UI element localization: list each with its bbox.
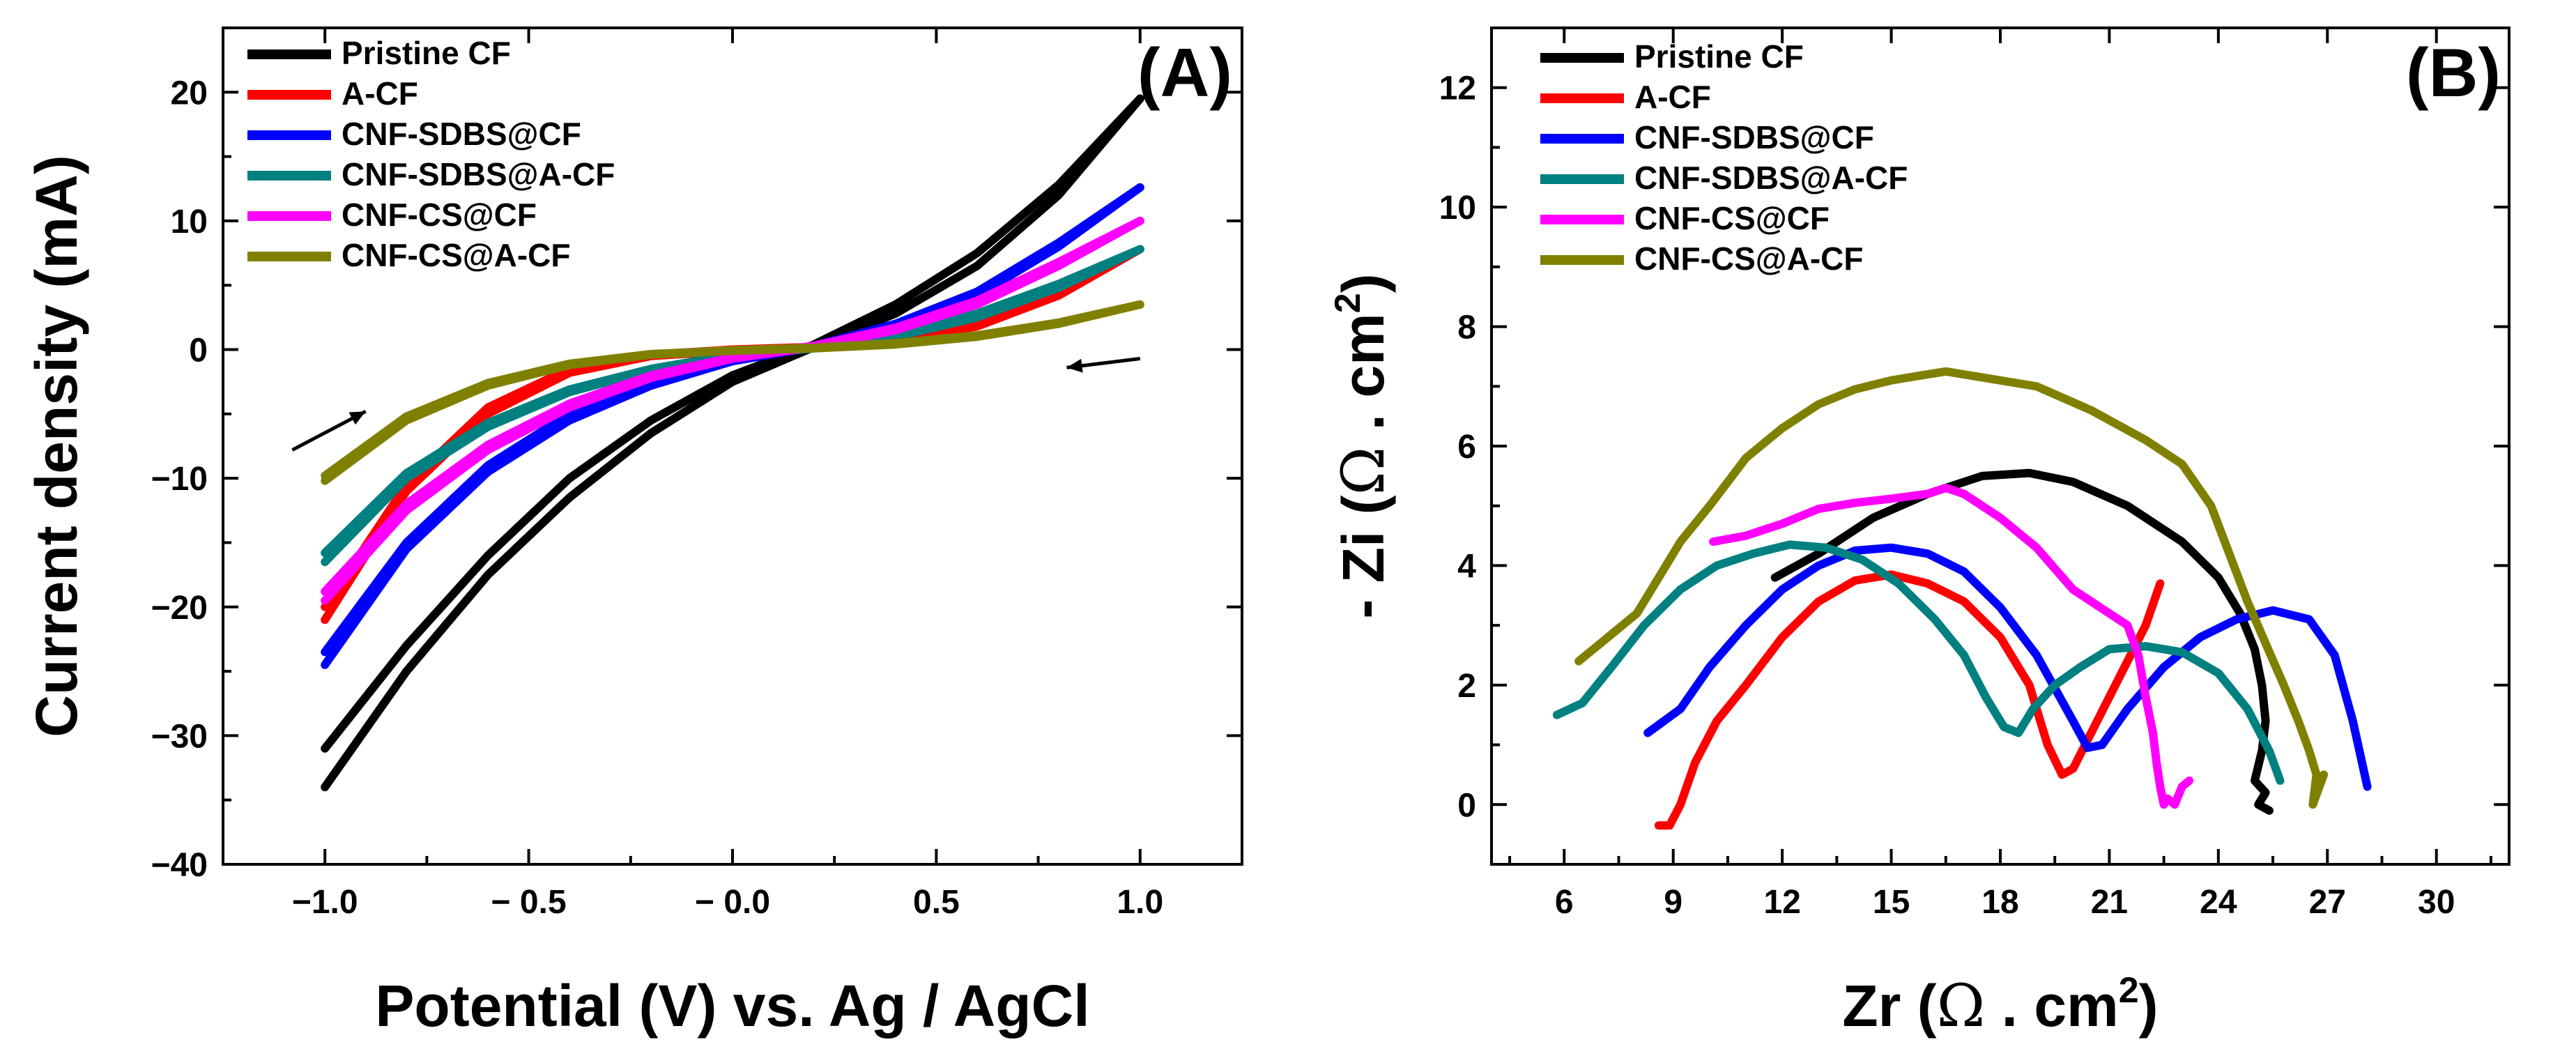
panel-b-series-a-cf-curve [1654, 570, 2165, 830]
panel-b-x-tick-label: 12 [1763, 884, 1800, 921]
panel-b-legend: Pristine CF A-CF CNF-SDBS@CF CNF-SDBS@A-CF C… [1540, 38, 1908, 277]
panel-a-chart: −1.0 − 0.5 − 0.0 0.5 1.0 −40 −30 −20 −10 0 10 20 Pr… [24, 26, 1243, 1039]
panel-a-y-axis-title: Current density (mA) [24, 155, 89, 737]
panel-b-legend-label-a-cf: A-CF [1634, 79, 1711, 115]
panel-a-y-tick-label: −10 [151, 461, 208, 498]
panel-b-legend-label-cnf-cs-cf: CNF-CS@CF [1634, 200, 1830, 236]
panel-a-series-pristine-cf-forward [321, 94, 1144, 792]
panel-a-x-tick-label: 1.0 [1117, 884, 1163, 921]
panel-a-legend-label-cnf-sdbs-a-cf: CNF-SDBS@A-CF [342, 156, 615, 192]
panel-b-y-tick-label: 0 [1457, 787, 1476, 824]
panel-a-arrow-head-1 [348, 411, 366, 425]
panel-a-series-pristine-cf-backward [321, 94, 1144, 753]
panel-a-x-tick-label: 0.5 [913, 884, 960, 921]
panel-b-x-tick-label: 15 [1873, 884, 1910, 921]
panel-b-y-tick-label: 6 [1457, 429, 1476, 466]
panel-b-x-title-omega: Ω [1937, 972, 1986, 1040]
panel-a-x-tick-label: −1.0 [292, 884, 358, 921]
panel-b-y-tick-label: 12 [1439, 70, 1476, 107]
panel-a-series-cnf-cs-a-cf-backward [321, 300, 1144, 480]
panel-b-y-title-omega: Ω [1329, 447, 1397, 496]
panel-b-y-title-close: ) [1331, 273, 1396, 293]
panel-b-x-tick-label: 27 [2309, 884, 2346, 921]
panel-b-y-title-unit: . cm [1331, 313, 1396, 446]
panel-b-x-axis-title: Zr (Ω . cm2) [1842, 970, 2158, 1040]
panel-a-y-tick-label: −20 [151, 590, 208, 627]
panel-a-label: (A) [1137, 34, 1232, 111]
panel-a-y-tick-label: 0 [189, 332, 208, 369]
panel-b-x-title-main: Zr ( [1842, 973, 1936, 1039]
panel-b-x-tick-label: 30 [2418, 884, 2455, 921]
panel-a-series-cnf-cs-cf-backward [321, 216, 1144, 596]
panel-b-y-tick-label: 10 [1439, 190, 1476, 227]
panel-a-legend-label-cnf-cs-cf: CNF-CS@CF [342, 197, 537, 233]
panel-b-x-tick-label: 6 [1555, 884, 1574, 921]
panel-b-y-axis-title: - Zi (Ω . cm2) [1328, 273, 1397, 618]
panel-b-label: (B) [2406, 34, 2501, 111]
panel-a-plot-area [291, 94, 1144, 792]
panel-a-y-tick-label: 10 [171, 204, 208, 240]
panel-b-y-tick-label: 2 [1457, 668, 1476, 705]
panel-b-x-tick-label: 24 [2200, 884, 2237, 921]
panel-a-y-tick-label: 20 [171, 75, 208, 112]
panel-a-legend-label-pristine-cf: Pristine CF [342, 35, 511, 71]
panel-b-series-cnf-cs-a-cf-curve [1574, 367, 2329, 809]
panel-b-legend-label-pristine-cf: Pristine CF [1634, 38, 1804, 75]
panel-a-y-tick-label: −40 [151, 847, 208, 884]
panel-b-legend-label-cnf-sdbs-a-cf: CNF-SDBS@A-CF [1634, 160, 1908, 196]
panel-a-x-tick-label: − 0.0 [695, 884, 770, 921]
panel-a-x-tick-label: − 0.5 [491, 884, 567, 921]
panel-a-y-tick-label: −30 [151, 718, 208, 755]
panel-b-x-tick-label: 18 [1981, 884, 2018, 921]
panel-b-series-cnf-cs-cf-curve [1709, 484, 2194, 809]
panel-b-x-tick-label: 9 [1664, 884, 1682, 921]
panel-a-x-axis-title: Potential (V) vs. Ag / AgCl [375, 973, 1089, 1039]
panel-b-x-title-unit: . cm [1985, 973, 2118, 1039]
panel-a-legend-label-a-cf: A-CF [342, 75, 418, 112]
panel-b-y-title-main: - Zi ( [1331, 495, 1396, 618]
panel-b-y-tick-label: 4 [1457, 548, 1476, 585]
panel-a-ticks: −1.0 − 0.5 − 0.0 0.5 1.0 −40 −30 −20 −10 0 10 20 [151, 28, 1243, 921]
panel-b-x-tick-label: 21 [2091, 884, 2128, 921]
panel-b-legend-label-cnf-cs-a-cf: CNF-CS@A-CF [1634, 240, 1863, 277]
panel-b-y-title-sup: 2 [1328, 293, 1368, 313]
panel-a-arrow-head-2 [1066, 358, 1083, 373]
panel-b-legend-label-cnf-sdbs-cf: CNF-SDBS@CF [1634, 119, 1874, 155]
panel-a-legend-label-cnf-cs-a-cf: CNF-CS@A-CF [342, 237, 570, 273]
panel-a-legend: Pristine CF A-CF CNF-SDBS@CF CNF-SDBS@A-CF C… [247, 35, 615, 273]
panel-b-x-title-close: ) [2139, 973, 2159, 1039]
panel-b-x-title-sup: 2 [2119, 970, 2139, 1011]
panel-a-legend-label-cnf-sdbs-cf: CNF-SDBS@CF [342, 116, 581, 152]
panel-b-y-tick-label: 8 [1457, 309, 1476, 346]
panel-b-plot-area [1552, 367, 2372, 830]
panel-b-series-cnf-sdbs-a-cf-curve [1552, 540, 2285, 785]
